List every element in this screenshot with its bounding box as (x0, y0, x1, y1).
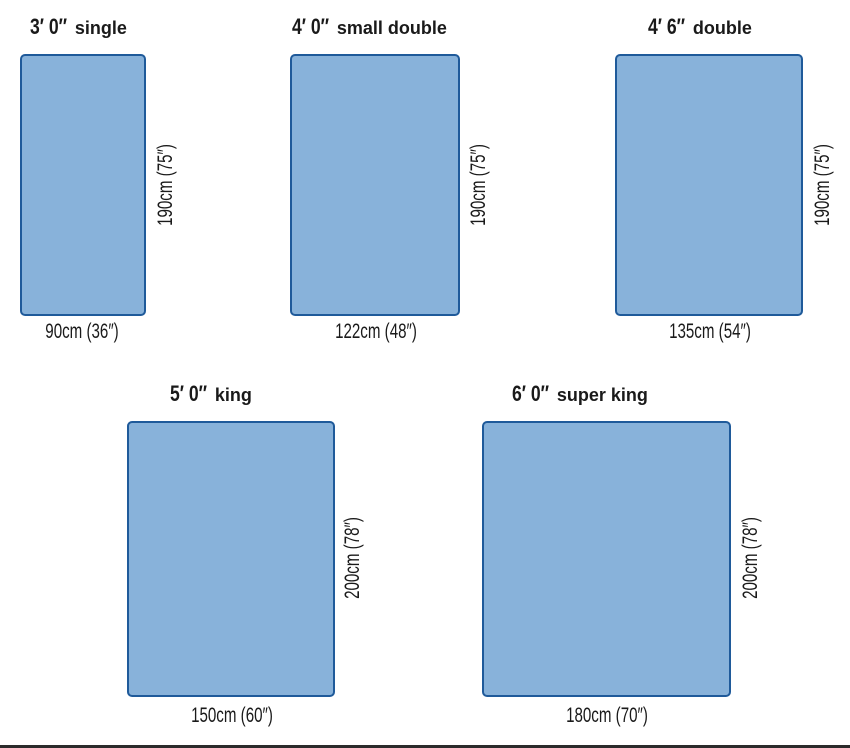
bed-name: single (74, 18, 127, 38)
bed-shape-king (127, 421, 335, 697)
width-label: 122cm (48″) (335, 320, 417, 343)
bed-shape-double (615, 54, 803, 316)
length-label: 190cm (75″) (467, 144, 490, 226)
width-label: 150cm (60″) (191, 704, 273, 727)
bed-size: 3′ 0″ (30, 14, 68, 39)
bed-size: 5′ 0″ (170, 381, 208, 406)
length-label: 200cm (78″) (739, 517, 762, 599)
bed-title-super-king: 6′ 0″ super king (512, 381, 648, 407)
bed-shape-single (20, 54, 146, 316)
length-label: 200cm (78″) (341, 517, 364, 599)
width-label: 90cm (36″) (45, 320, 119, 343)
bed-size: 4′ 6″ (648, 14, 686, 39)
bed-shape-small-double (290, 54, 460, 316)
width-label: 135cm (54″) (669, 320, 751, 343)
bed-name: double (692, 18, 752, 38)
bed-title-king: 5′ 0″ king (170, 381, 252, 407)
bed-name: super king (556, 385, 648, 405)
bed-size: 6′ 0″ (512, 381, 550, 406)
width-label: 180cm (70″) (566, 704, 648, 727)
length-label: 190cm (75″) (154, 144, 177, 226)
bed-shape-super-king (482, 421, 731, 697)
bed-title-small-double: 4′ 0″ small double (292, 14, 447, 40)
bed-name: small double (336, 18, 447, 38)
bed-title-single: 3′ 0″ single (30, 14, 127, 40)
bed-name: king (214, 385, 252, 405)
bed-size: 4′ 0″ (292, 14, 330, 39)
length-label: 190cm (75″) (811, 144, 834, 226)
bed-title-double: 4′ 6″ double (648, 14, 752, 40)
bottom-border (0, 745, 850, 748)
